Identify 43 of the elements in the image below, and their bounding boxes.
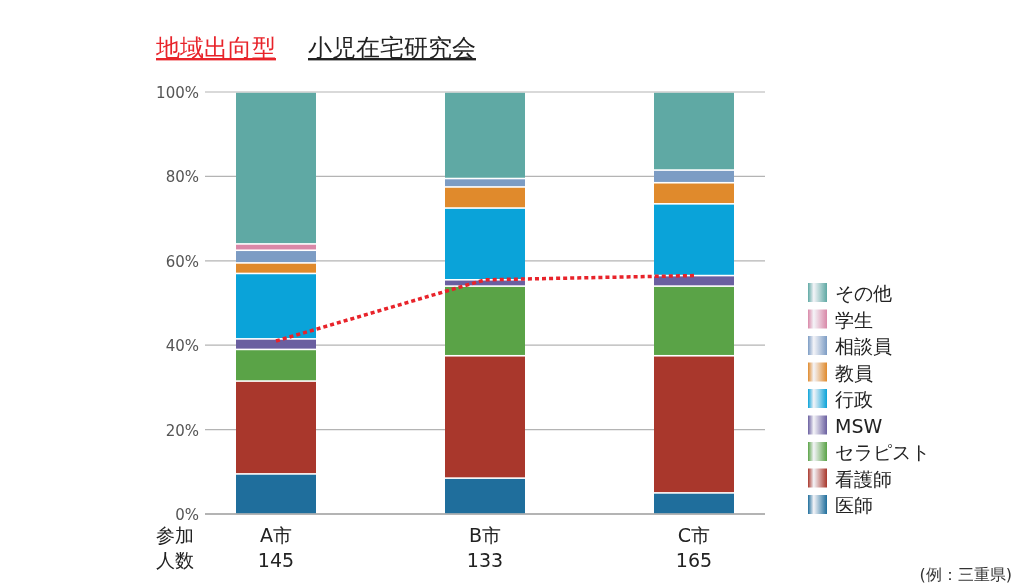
x-tick-label: A市 145 bbox=[257, 524, 295, 571]
y-tick-label: 100% bbox=[156, 84, 199, 102]
bar bbox=[445, 478, 525, 514]
y-tick-label: 40% bbox=[165, 337, 199, 356]
legend-label: 学生 bbox=[835, 308, 873, 331]
chart-subtitle: 小児在宅研究会 bbox=[308, 34, 476, 62]
x-tick-label: B市 133 bbox=[466, 524, 504, 571]
bar bbox=[654, 276, 734, 286]
legend-label: 医師 bbox=[835, 494, 873, 516]
bar bbox=[236, 381, 316, 474]
bar bbox=[445, 208, 525, 279]
legend-label: 相談員 bbox=[835, 335, 892, 357]
text: 参加人数 bbox=[156, 524, 194, 571]
bar bbox=[654, 286, 734, 355]
bar bbox=[445, 92, 525, 178]
bar bbox=[654, 204, 734, 275]
y-tick-label: 20% bbox=[165, 421, 199, 440]
bar bbox=[654, 183, 734, 204]
legend-label: MSW bbox=[835, 414, 883, 437]
bar bbox=[445, 356, 525, 478]
legend-label: 看護師 bbox=[835, 467, 892, 490]
x-tick-label: C市 165 bbox=[675, 524, 713, 571]
bar bbox=[654, 92, 734, 170]
bar bbox=[236, 474, 316, 514]
bar bbox=[236, 263, 316, 273]
legend-label: セラピスト bbox=[835, 441, 930, 463]
bar bbox=[654, 493, 734, 514]
y-tick-label: 60% bbox=[165, 252, 199, 271]
bar bbox=[445, 187, 525, 208]
y-tick-label: 0% bbox=[175, 506, 199, 524]
y-tick-label: 80% bbox=[165, 168, 199, 187]
bar bbox=[445, 179, 525, 187]
legend-label: その他 bbox=[835, 282, 892, 304]
chart-title: 地域出向型 bbox=[155, 34, 276, 62]
bar bbox=[654, 356, 734, 493]
legend-label: 行政 bbox=[835, 388, 873, 410]
bar bbox=[236, 274, 316, 339]
bar bbox=[654, 170, 734, 182]
legend-label: 教員 bbox=[835, 361, 873, 384]
bar bbox=[236, 339, 316, 349]
bar bbox=[236, 350, 316, 381]
bar bbox=[445, 286, 525, 355]
text: (例：三重県) bbox=[919, 565, 1012, 584]
